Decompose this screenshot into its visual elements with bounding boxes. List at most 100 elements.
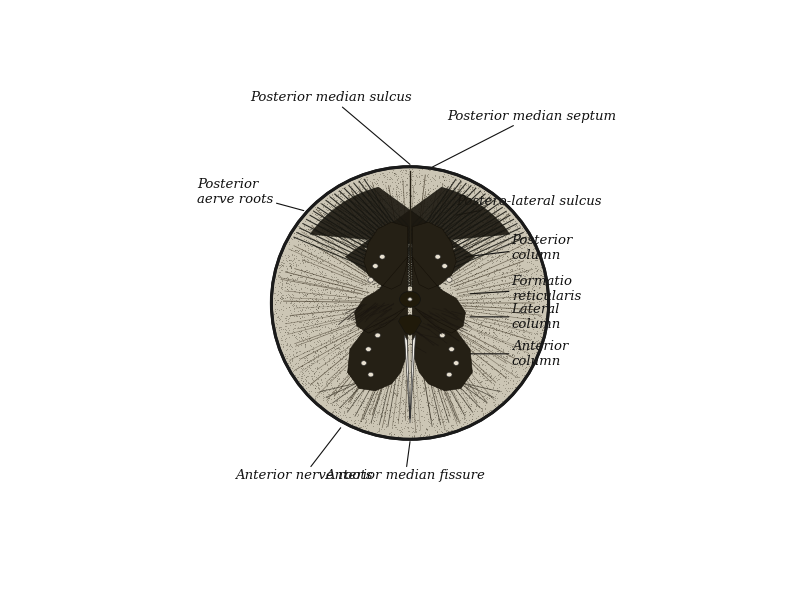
Point <box>330 291 343 301</box>
Point <box>382 264 394 274</box>
Point <box>456 218 469 228</box>
Point <box>371 205 384 214</box>
Point <box>320 242 333 252</box>
Point <box>352 409 365 419</box>
Point <box>470 353 482 363</box>
Point <box>434 325 447 335</box>
Point <box>485 221 498 230</box>
Point <box>306 205 319 215</box>
Point <box>528 262 541 271</box>
Point <box>439 410 452 420</box>
Point <box>408 218 421 228</box>
Point <box>370 182 383 192</box>
Point <box>480 292 493 302</box>
Point <box>437 424 450 434</box>
Point <box>430 272 442 281</box>
Point <box>404 191 417 201</box>
Point <box>365 395 378 404</box>
Point <box>470 388 482 397</box>
Point <box>442 266 454 276</box>
Point <box>450 217 462 227</box>
Point <box>307 352 320 361</box>
Point <box>501 323 514 332</box>
Point <box>463 346 476 355</box>
Point <box>340 266 353 276</box>
Point <box>462 250 474 260</box>
Point <box>498 356 511 366</box>
Point <box>477 259 490 269</box>
Point <box>342 291 354 301</box>
Point <box>498 313 511 323</box>
Point <box>431 376 444 385</box>
Point <box>340 229 353 238</box>
Point <box>410 424 422 434</box>
Point <box>352 388 365 398</box>
Point <box>491 337 504 347</box>
Point <box>402 400 415 410</box>
Point <box>386 284 399 294</box>
Point <box>282 359 294 368</box>
Point <box>330 197 342 206</box>
Point <box>392 414 405 424</box>
Point <box>419 316 432 325</box>
Point <box>414 251 427 261</box>
Point <box>417 340 430 350</box>
Point <box>454 423 466 433</box>
Point <box>416 307 429 316</box>
Point <box>301 277 314 286</box>
Point <box>473 230 486 240</box>
Point <box>349 383 362 393</box>
Point <box>327 241 340 251</box>
Point <box>526 248 538 258</box>
Point <box>398 411 410 421</box>
Point <box>509 275 522 285</box>
Point <box>321 199 334 208</box>
Point <box>466 182 478 192</box>
Point <box>479 376 492 385</box>
Point <box>362 228 374 238</box>
Point <box>494 228 506 238</box>
Point <box>322 389 334 399</box>
Point <box>477 209 490 218</box>
Point <box>435 427 448 436</box>
Point <box>326 272 339 282</box>
Point <box>270 322 282 332</box>
Point <box>302 361 315 370</box>
Point <box>533 311 546 321</box>
Point <box>362 229 375 238</box>
Point <box>354 173 367 183</box>
Point <box>499 367 512 376</box>
Point <box>450 257 463 266</box>
Point <box>308 387 321 397</box>
Point <box>512 264 525 274</box>
Point <box>392 398 405 408</box>
Point <box>488 329 501 338</box>
Point <box>488 372 501 382</box>
Point <box>315 262 328 272</box>
Point <box>459 407 472 416</box>
Point <box>398 219 411 229</box>
Point <box>483 194 496 204</box>
Point <box>358 421 371 430</box>
Point <box>428 379 441 388</box>
Point <box>463 259 476 269</box>
Point <box>448 263 461 273</box>
Point <box>416 295 429 304</box>
Point <box>511 377 524 386</box>
Point <box>294 329 306 338</box>
Point <box>526 354 538 364</box>
Point <box>446 194 459 204</box>
Point <box>338 354 351 364</box>
Point <box>357 403 370 412</box>
Point <box>502 240 514 250</box>
Point <box>503 278 516 287</box>
Point <box>342 229 354 239</box>
Point <box>452 345 465 355</box>
Point <box>311 295 324 305</box>
Point <box>490 343 502 352</box>
Point <box>455 352 468 362</box>
Point <box>440 214 453 224</box>
Point <box>485 376 498 385</box>
Point <box>433 287 446 297</box>
Point <box>392 171 405 181</box>
